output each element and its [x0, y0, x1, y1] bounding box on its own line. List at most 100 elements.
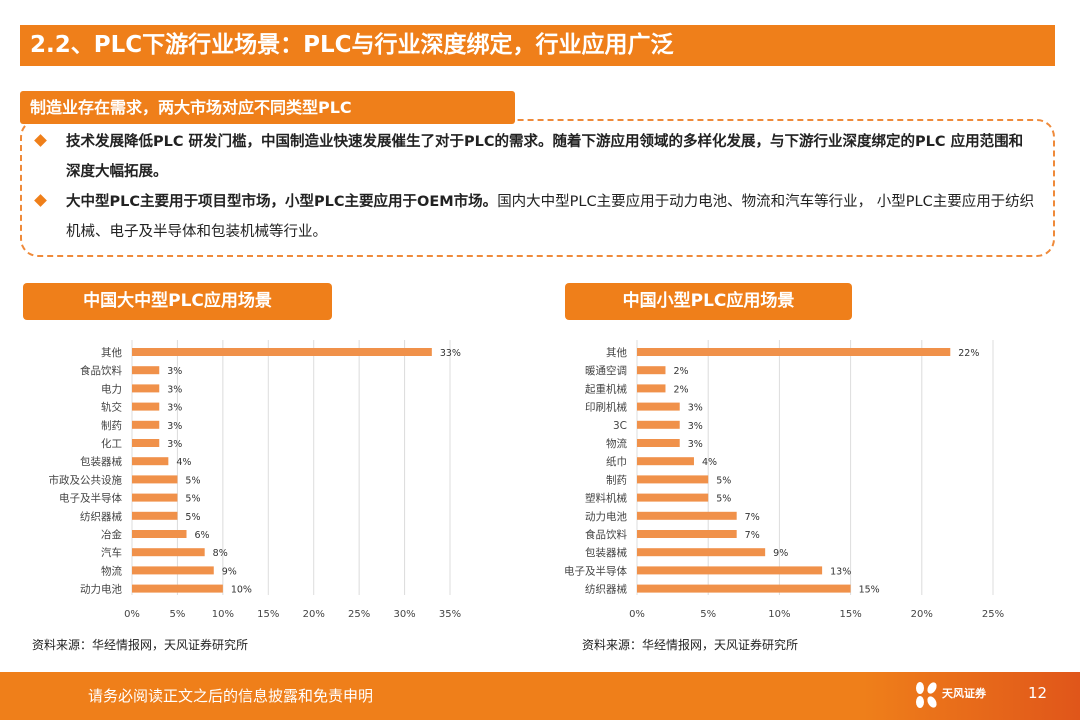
data-label: 3% — [167, 421, 182, 432]
data-label: 9% — [773, 548, 788, 559]
bar — [132, 439, 160, 447]
bar — [637, 439, 680, 447]
bullet-2: 大中型PLC主要用于项目型市场，小型PLC主要应用于OEM市场。国内大中型PLC… — [34, 187, 1036, 247]
data-label: 3% — [688, 439, 703, 450]
category-label: 物流 — [606, 437, 627, 450]
chart-1-title: 中国大中型PLC应用场景 — [23, 283, 332, 320]
category-label: 冶金 — [101, 528, 122, 541]
bar — [132, 366, 160, 375]
data-label: 5% — [185, 494, 200, 505]
bar — [637, 584, 851, 593]
category-label: 印刷机械 — [585, 401, 627, 414]
category-label: 制药 — [606, 473, 627, 486]
category-label: 纺织器械 — [585, 583, 627, 596]
category-label: 制药 — [101, 419, 122, 432]
data-label: 3% — [167, 403, 182, 414]
bar — [637, 366, 666, 375]
bar — [132, 530, 187, 538]
data-label: 15% — [859, 585, 880, 596]
data-label: 10% — [231, 585, 252, 596]
bar — [637, 548, 766, 557]
data-label: 22% — [958, 348, 979, 359]
data-label: 33% — [440, 348, 461, 359]
bar — [637, 402, 680, 411]
category-label: 包装器械 — [80, 455, 122, 468]
x-tick-label: 5% — [700, 609, 716, 620]
disclaimer: 请务必阅读正文之后的信息披露和免责申明 — [88, 687, 374, 705]
data-label: 6% — [195, 530, 210, 541]
chart-large-plc: 0% 5% 10% 15% 20% 25% 30% 35% 其他 33% 食品饮料 3% 电力 3% 轨交 3… — [49, 340, 461, 620]
category-label: 暖通空调 — [585, 364, 627, 377]
data-label: 4% — [702, 457, 717, 468]
bar — [132, 475, 178, 484]
company-logo-text: 天风证券 — [942, 687, 986, 700]
data-label: 5% — [716, 475, 731, 486]
logo-flower-icon — [912, 680, 940, 710]
category-label: 动力电池 — [585, 510, 627, 523]
x-tick-label: 20% — [911, 609, 933, 620]
category-label: 动力电池 — [80, 583, 122, 596]
bar — [637, 420, 680, 429]
bar — [132, 457, 169, 466]
category-label: 其他 — [101, 346, 122, 359]
x-tick-label: 0% — [629, 609, 645, 620]
chart-small-plc: 0% 5% 10% 15% 20% 25% 其他 22% 暖通空调 2% 起重机械 2% 印刷机械 3% 3… — [564, 340, 1004, 620]
bar — [637, 511, 737, 520]
bar — [637, 348, 951, 356]
data-label: 3% — [688, 403, 703, 414]
category-label: 化工 — [101, 437, 122, 450]
bullet-2-bold: 大中型PLC主要用于项目型市场，小型PLC主要应用于OEM市场。 — [66, 194, 498, 210]
data-label: 3% — [167, 439, 182, 450]
x-tick-label: 25% — [982, 609, 1004, 620]
section-subtitle: 制造业存在需求，两大市场对应不同类型PLC — [20, 91, 515, 124]
category-label: 电子及半导体 — [59, 492, 122, 505]
x-tick-label: 5% — [169, 609, 185, 620]
data-label: 7% — [745, 512, 760, 523]
bullet-1-bold: 技术发展降低PLC 研发门槛，中国制造业快速发展催生了对于PLC的需求。随着下游… — [66, 134, 1024, 180]
category-label: 纸巾 — [606, 455, 627, 468]
chart-1-source: 资料来源：华经情报网，天风证券研究所 — [32, 638, 249, 652]
category-label: 3C — [613, 420, 627, 432]
bullet-1: 技术发展降低PLC 研发门槛，中国制造业快速发展催生了对于PLC的需求。随着下游… — [34, 127, 1036, 187]
data-label: 9% — [222, 566, 237, 577]
page-title: 2.2、PLC下游行业场景：PLC与行业深度绑定，行业应用广泛 — [20, 25, 1055, 66]
category-label: 轨交 — [101, 401, 122, 414]
category-label: 包装器械 — [585, 546, 627, 559]
page-number: 12 — [1028, 684, 1048, 702]
bar — [637, 566, 823, 575]
category-label: 塑料机械 — [585, 492, 627, 505]
data-label: 3% — [688, 421, 703, 432]
chart-2-source: 资料来源：华经情报网，天风证券研究所 — [582, 638, 799, 652]
x-tick-label: 15% — [839, 609, 861, 620]
data-label: 2% — [673, 366, 688, 377]
x-tick-label: 20% — [303, 609, 325, 620]
data-label: 3% — [167, 366, 182, 377]
data-label: 13% — [830, 566, 851, 577]
x-tick-label: 0% — [124, 609, 140, 620]
bar — [132, 511, 178, 520]
bar — [637, 475, 709, 484]
chart-2-title: 中国小型PLC应用场景 — [565, 283, 852, 320]
category-label: 汽车 — [101, 546, 122, 559]
x-tick-label: 35% — [439, 609, 461, 620]
data-label: 8% — [213, 548, 228, 559]
category-label: 市政及公共设施 — [49, 473, 123, 486]
category-label: 纺织器械 — [80, 510, 122, 523]
category-label: 食品饮料 — [80, 364, 122, 377]
x-tick-label: 10% — [768, 609, 790, 620]
data-label: 2% — [673, 384, 688, 395]
bar — [132, 566, 214, 575]
data-label: 4% — [176, 457, 191, 468]
bar — [132, 493, 178, 502]
category-label: 起重机械 — [585, 382, 627, 395]
data-label: 5% — [716, 494, 731, 505]
category-label: 其他 — [606, 346, 627, 359]
data-label: 5% — [185, 475, 200, 486]
bar — [132, 402, 160, 411]
x-tick-label: 10% — [212, 609, 234, 620]
data-label: 7% — [745, 530, 760, 541]
bar — [637, 384, 666, 393]
bar — [132, 584, 223, 593]
bar — [132, 420, 160, 429]
category-label: 物流 — [101, 564, 122, 577]
